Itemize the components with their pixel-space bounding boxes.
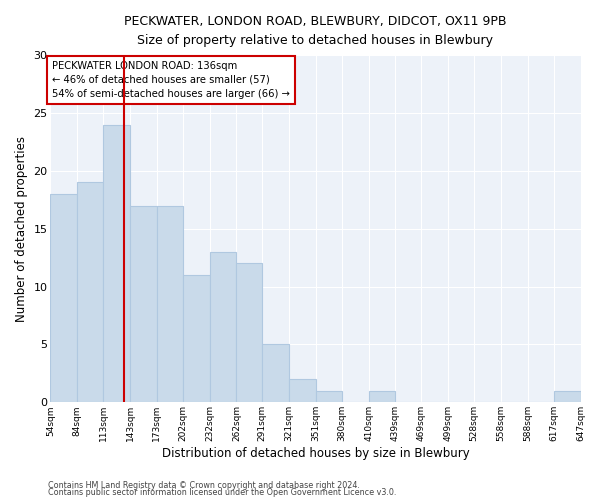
Bar [236, 264, 262, 402]
Bar [289, 379, 316, 402]
Text: Contains public sector information licensed under the Open Government Licence v3: Contains public sector information licen… [48, 488, 397, 497]
Bar [554, 390, 581, 402]
Bar [77, 182, 103, 402]
Y-axis label: Number of detached properties: Number of detached properties [15, 136, 28, 322]
Bar [209, 252, 236, 402]
Text: Contains HM Land Registry data © Crown copyright and database right 2024.: Contains HM Land Registry data © Crown c… [48, 480, 360, 490]
Text: PECKWATER LONDON ROAD: 136sqm
← 46% of detached houses are smaller (57)
54% of s: PECKWATER LONDON ROAD: 136sqm ← 46% of d… [52, 61, 290, 99]
Bar [157, 206, 183, 402]
Bar [316, 390, 342, 402]
Bar [368, 390, 395, 402]
Bar [130, 206, 157, 402]
Bar [262, 344, 289, 403]
X-axis label: Distribution of detached houses by size in Blewbury: Distribution of detached houses by size … [161, 447, 469, 460]
Bar [103, 124, 130, 402]
Bar [50, 194, 77, 402]
Title: PECKWATER, LONDON ROAD, BLEWBURY, DIDCOT, OX11 9PB
Size of property relative to : PECKWATER, LONDON ROAD, BLEWBURY, DIDCOT… [124, 15, 507, 47]
Bar [183, 275, 209, 402]
